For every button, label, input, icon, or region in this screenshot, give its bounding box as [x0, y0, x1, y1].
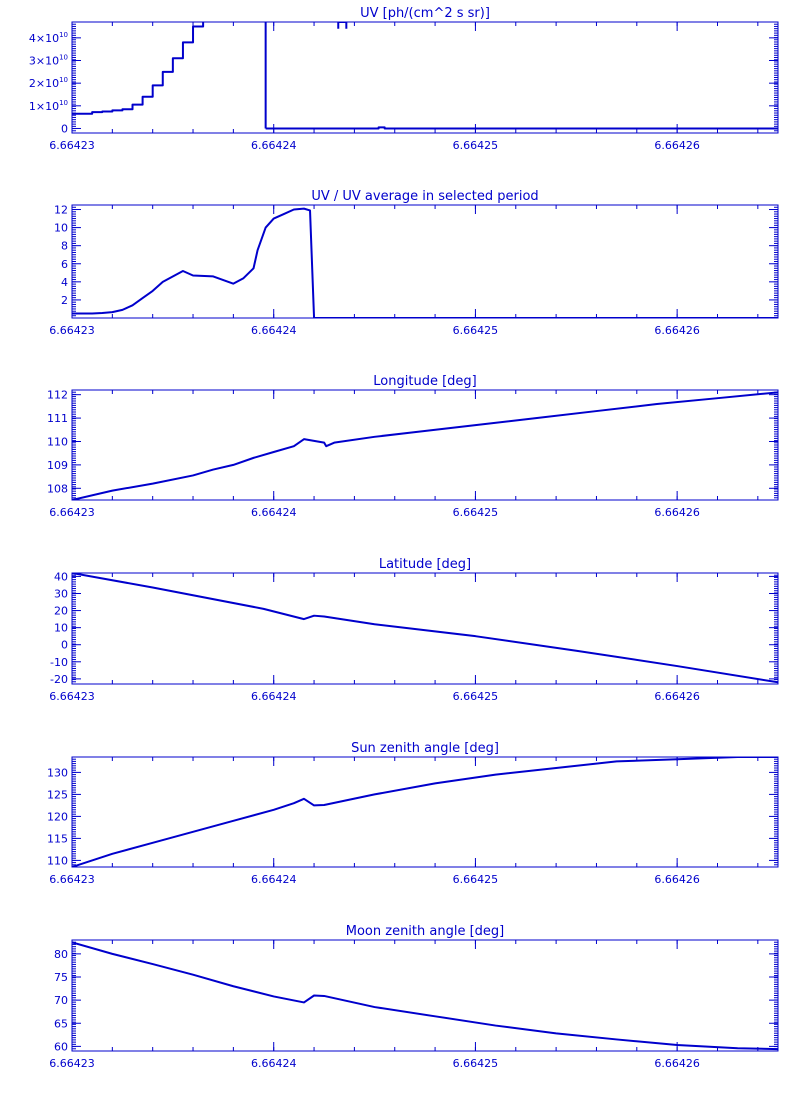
x-tick-label: 6.66426: [654, 873, 700, 886]
chart-panel-3: Longitude [deg] 6.66423 6.66424 6.66425 6.66…: [47, 374, 779, 519]
y-tick-label: 65: [54, 1017, 68, 1030]
y-tick-label: 120: [47, 810, 68, 823]
chart-title: Latitude [deg]: [379, 557, 471, 572]
y-tick-label: 8: [61, 240, 68, 253]
x-tick-label: 6.66424: [251, 139, 297, 152]
data-series-line: [337, 22, 348, 29]
x-tick-label: 6.66423: [49, 139, 95, 152]
data-series-line: [72, 207, 778, 318]
x-tick-label: 6.66423: [49, 690, 95, 703]
data-series-line: [72, 757, 778, 867]
y-tick-label: 115: [47, 832, 68, 845]
x-tick-label: 6.66426: [654, 139, 700, 152]
x-tick-label: 6.66425: [453, 324, 499, 337]
x-tick-label: 6.66426: [654, 1057, 700, 1070]
plot-frame: [71, 939, 779, 1052]
y-tick-label: 111: [47, 412, 68, 425]
y-tick-label: 0: [61, 122, 68, 135]
chart-panel-1: UV [ph/(cm^2 s sr)] 6.66423 6.66424 6.66425…: [29, 6, 779, 152]
data-series-line: [72, 22, 267, 129]
y-tick-label: 10: [54, 622, 68, 635]
plot-frame: [71, 204, 779, 319]
y-tick-label: 1×1010: [29, 99, 68, 113]
x-tick-label: 6.66424: [251, 506, 297, 519]
x-tick-label: 6.66424: [251, 324, 297, 337]
y-tick-label: 110: [47, 435, 68, 448]
y-tick-label: 3×1010: [29, 54, 68, 68]
chart-title: Longitude [deg]: [373, 374, 476, 389]
x-tick-label: 6.66426: [654, 690, 700, 703]
y-tick-label: 75: [54, 971, 68, 984]
x-tick-label: 6.66425: [453, 506, 499, 519]
y-tick-label: 108: [47, 482, 68, 495]
y-tick-label: 109: [47, 459, 68, 472]
y-tick-label: -20: [50, 673, 68, 686]
plot-frame: [71, 572, 779, 685]
y-tick-label: 30: [54, 587, 68, 600]
y-tick-label: 2: [61, 294, 68, 307]
chart-title: Sun zenith angle [deg]: [351, 741, 499, 756]
y-tick-label: 80: [54, 948, 68, 961]
y-tick-label: 112: [47, 389, 68, 402]
y-tick-label: 110: [47, 854, 68, 867]
data-series-line: [265, 126, 778, 130]
x-tick-label: 6.66424: [251, 873, 297, 886]
x-tick-label: 6.66425: [453, 1057, 499, 1070]
x-tick-label: 6.66426: [654, 324, 700, 337]
y-tick-label: -10: [50, 656, 68, 669]
y-tick-label: 0: [61, 639, 68, 652]
x-tick-label: 6.66423: [49, 506, 95, 519]
y-tick-label: 4: [61, 276, 68, 289]
y-tick-label: 60: [54, 1040, 68, 1053]
x-tick-label: 6.66424: [251, 1057, 297, 1070]
x-tick-label: 6.66425: [453, 690, 499, 703]
chart-title: UV [ph/(cm^2 s sr)]: [360, 6, 490, 21]
y-tick-label: 12: [54, 204, 68, 217]
chart-panel-5: Sun zenith angle [deg] 6.66423 6.66424 6.66…: [47, 741, 779, 886]
y-tick-label: 70: [54, 994, 68, 1007]
y-tick-label: 125: [47, 788, 68, 801]
chart-title: Moon zenith angle [deg]: [346, 924, 504, 939]
data-series-line: [72, 941, 778, 1051]
y-tick-label: 20: [54, 605, 68, 618]
y-tick-label: 10: [54, 222, 68, 235]
data-series-line: [72, 391, 778, 500]
chart-panel-6: Moon zenith angle [deg] 6.66423 6.66424 6.6…: [49, 924, 779, 1070]
x-tick-label: 6.66425: [453, 139, 499, 152]
chart-title: UV / UV average in selected period: [311, 189, 538, 204]
plot-frame: [71, 389, 779, 501]
plot-frame: [71, 756, 779, 868]
y-tick-label: 130: [47, 766, 68, 779]
x-tick-label: 6.66423: [49, 324, 95, 337]
x-tick-label: 6.66423: [49, 1057, 95, 1070]
chart-panel-2: UV / UV average in selected period 6.6642…: [49, 189, 779, 337]
x-tick-label: 6.66425: [453, 873, 499, 886]
plot-frame: [71, 21, 779, 134]
x-tick-label: 6.66423: [49, 873, 95, 886]
y-tick-label: 4×1010: [29, 31, 68, 45]
x-tick-label: 6.66424: [251, 690, 297, 703]
y-tick-label: 6: [61, 258, 68, 271]
y-tick-label: 2×1010: [29, 76, 68, 90]
y-tick-label: 40: [54, 570, 68, 583]
x-tick-label: 6.66426: [654, 506, 700, 519]
data-series-line: [72, 573, 778, 684]
chart-panel-4: Latitude [deg] 6.66423 6.66424 6.66425 6.664…: [49, 557, 779, 703]
